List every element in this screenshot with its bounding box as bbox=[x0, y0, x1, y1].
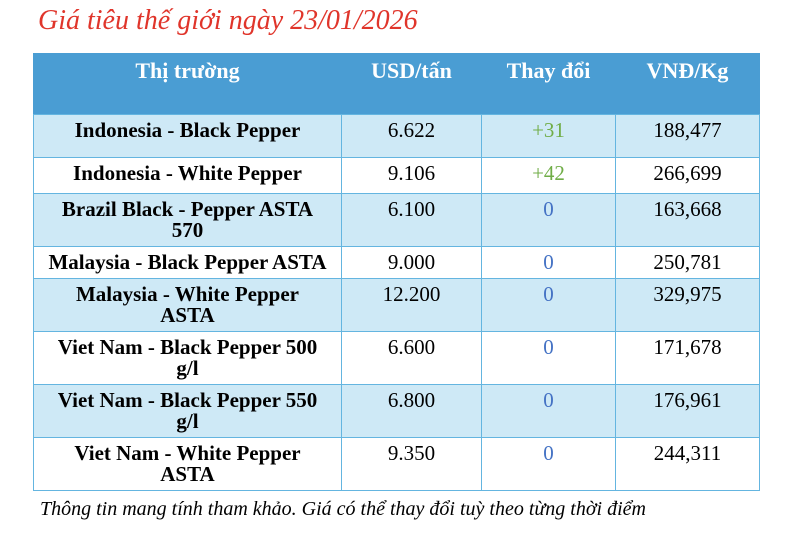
table-row: Indonesia - Black Pepper 6.622 +31 188,4… bbox=[33, 114, 760, 158]
price-table-body: Indonesia - Black Pepper 6.622 +31 188,4… bbox=[33, 114, 760, 491]
vnd-per-kg-cell: 250,781 bbox=[615, 246, 760, 279]
vnd-per-kg-cell: 163,668 bbox=[615, 193, 760, 247]
market-cell: Malaysia - Black Pepper ASTA bbox=[33, 246, 342, 279]
col-header-change: Thay đổi bbox=[481, 53, 616, 115]
market-cell: Indonesia - Black Pepper bbox=[33, 114, 342, 158]
change-cell: 0 bbox=[481, 278, 616, 332]
disclaimer-note: Thông tin mang tính tham khảo. Giá có th… bbox=[40, 498, 646, 520]
change-cell: +31 bbox=[481, 114, 616, 158]
usd-per-ton-cell: 9.106 bbox=[341, 157, 482, 194]
change-cell: 0 bbox=[481, 331, 616, 385]
market-cell: Malaysia - White Pepper ASTA bbox=[33, 278, 342, 332]
usd-per-ton-cell: 6.622 bbox=[341, 114, 482, 158]
vnd-per-kg-cell: 171,678 bbox=[615, 331, 760, 385]
table-row: Malaysia - White Pepper ASTA 12.200 0 32… bbox=[33, 278, 760, 332]
table-row: Viet Nam - White Pepper ASTA 9.350 0 244… bbox=[33, 437, 760, 491]
table-row: Malaysia - Black Pepper ASTA 9.000 0 250… bbox=[33, 246, 760, 279]
change-cell: +42 bbox=[481, 157, 616, 194]
table-row: Viet Nam - Black Pepper 500 g/l 6.600 0 … bbox=[33, 331, 760, 385]
col-header-usd-per-ton: USD/tấn bbox=[341, 53, 482, 115]
col-header-market: Thị trường bbox=[33, 53, 342, 115]
market-cell: Brazil Black - Pepper ASTA 570 bbox=[33, 193, 342, 247]
market-cell: Viet Nam - Black Pepper 550 g/l bbox=[33, 384, 342, 438]
usd-per-ton-cell: 6.800 bbox=[341, 384, 482, 438]
page-title: Giá tiêu thế giới ngày 23/01/2026 bbox=[38, 5, 418, 36]
vnd-per-kg-cell: 329,975 bbox=[615, 278, 760, 332]
change-cell: 0 bbox=[481, 246, 616, 279]
usd-per-ton-cell: 9.000 bbox=[341, 246, 482, 279]
table-row: Indonesia - White Pepper 9.106 +42 266,6… bbox=[33, 157, 760, 194]
market-cell: Viet Nam - Black Pepper 500 g/l bbox=[33, 331, 342, 385]
change-cell: 0 bbox=[481, 384, 616, 438]
usd-per-ton-cell: 6.100 bbox=[341, 193, 482, 247]
table-header-row: Thị trường USD/tấn Thay đổi VNĐ/Kg bbox=[33, 53, 760, 115]
usd-per-ton-cell: 9.350 bbox=[341, 437, 482, 491]
market-cell: Viet Nam - White Pepper ASTA bbox=[33, 437, 342, 491]
vnd-per-kg-cell: 188,477 bbox=[615, 114, 760, 158]
table-row: Brazil Black - Pepper ASTA 570 6.100 0 1… bbox=[33, 193, 760, 247]
usd-per-ton-cell: 6.600 bbox=[341, 331, 482, 385]
vnd-per-kg-cell: 176,961 bbox=[615, 384, 760, 438]
change-cell: 0 bbox=[481, 437, 616, 491]
market-cell: Indonesia - White Pepper bbox=[33, 157, 342, 194]
usd-per-ton-cell: 12.200 bbox=[341, 278, 482, 332]
vnd-per-kg-cell: 244,311 bbox=[615, 437, 760, 491]
col-header-vnd-per-kg: VNĐ/Kg bbox=[615, 53, 760, 115]
vnd-per-kg-cell: 266,699 bbox=[615, 157, 760, 194]
change-cell: 0 bbox=[481, 193, 616, 247]
pepper-price-table: Thị trường USD/tấn Thay đổi VNĐ/Kg Indon… bbox=[33, 53, 760, 491]
table-row: Viet Nam - Black Pepper 550 g/l 6.800 0 … bbox=[33, 384, 760, 438]
